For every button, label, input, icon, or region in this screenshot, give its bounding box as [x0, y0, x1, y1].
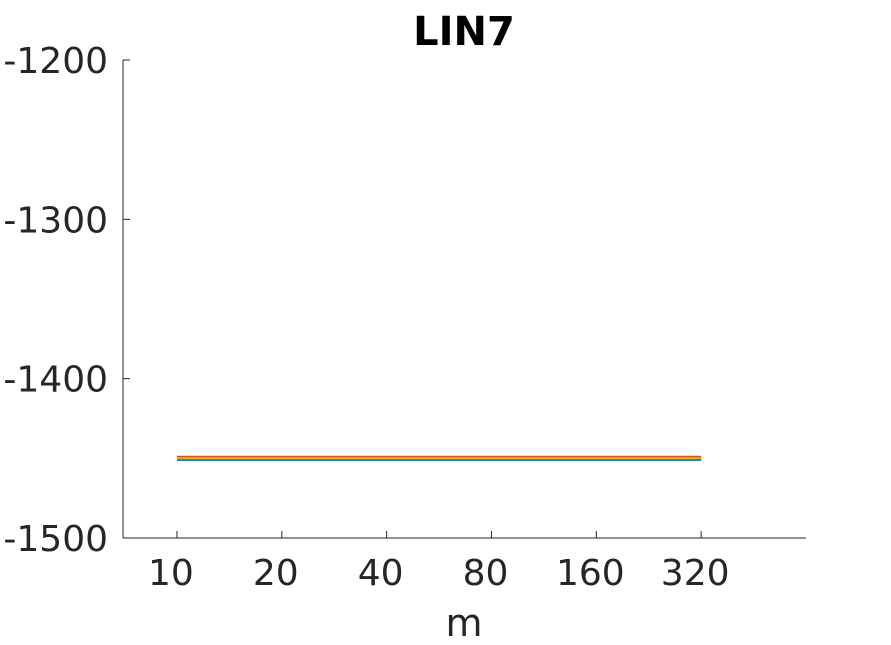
- x-tick-label: 80: [463, 553, 509, 594]
- chart-title: LIN7: [413, 9, 515, 55]
- y-tick-label: -1300: [3, 200, 108, 241]
- y-tick-label: -1400: [3, 360, 108, 401]
- x-tick-label: 10: [148, 553, 194, 594]
- x-tick-label: 40: [358, 553, 404, 594]
- y-tick-label: -1200: [3, 41, 108, 82]
- x-tick-label: 320: [661, 553, 730, 594]
- x-tick-label: 160: [556, 553, 625, 594]
- y-tick-label: -1500: [3, 519, 108, 560]
- x-tick-label: 20: [253, 553, 299, 594]
- plot-area: -1500 -1400 -1300 -1200 10 20 40 80 160 320: [3, 41, 806, 594]
- x-axis-label: m: [445, 601, 482, 645]
